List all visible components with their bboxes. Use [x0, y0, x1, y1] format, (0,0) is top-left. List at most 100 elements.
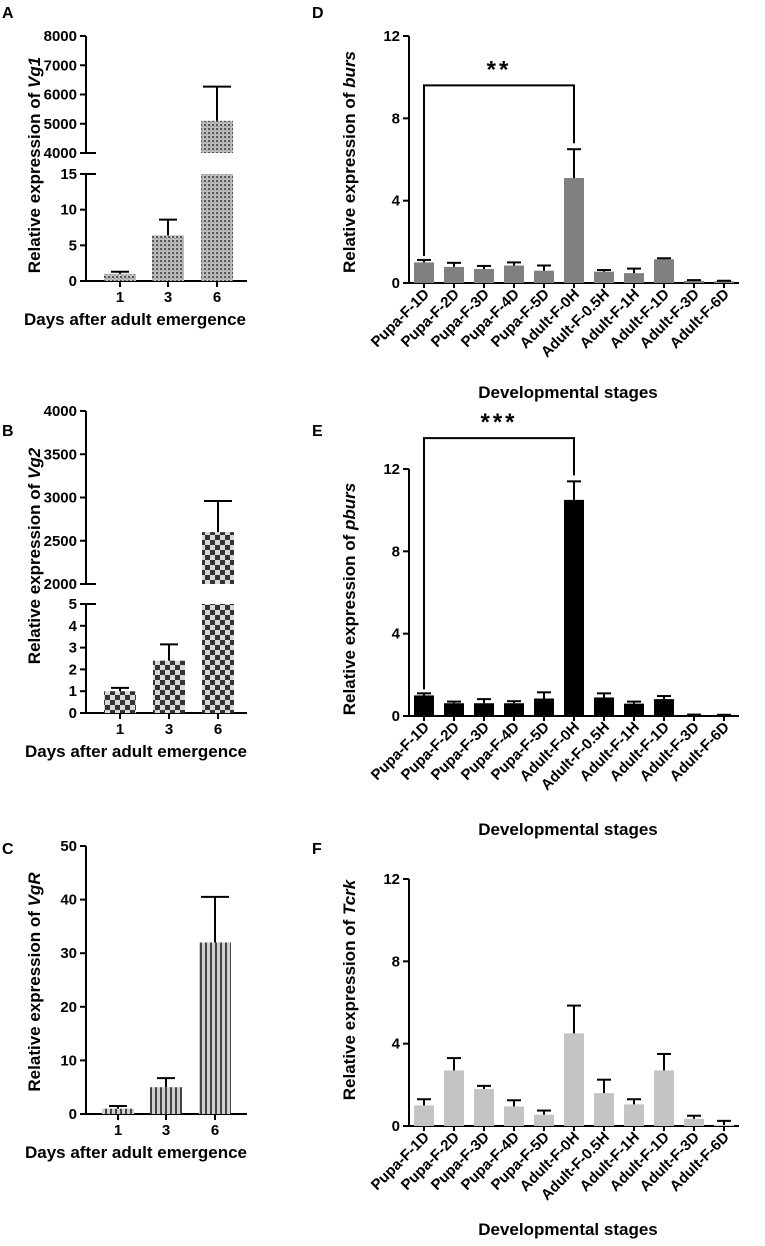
y-axis-label-prefix: Relative expression of	[25, 479, 44, 664]
y-tick-label: 10	[60, 1052, 77, 1069]
bar	[594, 697, 614, 716]
y-tick-label: 8000	[44, 28, 77, 45]
bar	[474, 1088, 494, 1126]
y-axis-label-gene: VgR	[25, 872, 44, 907]
x-axis-label: Days after adult emergence	[24, 310, 246, 329]
panel-e: E 04812Pupa-F-1DPupa-F-2DPupa-F-3DPupa-F…	[312, 409, 739, 839]
bar	[714, 281, 734, 283]
bar-lower-segment	[201, 174, 233, 281]
y-axis-label-gene: burs	[340, 51, 359, 88]
y-tick-label: 50	[60, 838, 77, 855]
bar-upper-segment	[201, 120, 233, 153]
x-tick-label: 6	[214, 721, 222, 738]
y-tick-label: 12	[383, 28, 400, 45]
y-tick-label: 15	[60, 166, 77, 183]
bar	[504, 703, 524, 716]
bar	[564, 178, 584, 283]
y-axis-label: Relative expression of Vg1	[25, 57, 44, 273]
bar-upper-segment	[202, 532, 234, 584]
y-tick-label: 4000	[44, 403, 77, 420]
bar	[564, 499, 584, 716]
panel-label-c: C	[2, 841, 14, 858]
y-axis-label-prefix: Relative expression of	[340, 915, 359, 1100]
panel-f: F 04812Pupa-F-1DPupa-F-2DPupa-F-3DPupa-F…	[312, 841, 739, 1239]
bar	[444, 1070, 464, 1126]
panel-a: A 4000 5000 6000 7000 8000 0 5 10 15 1 3 6 Days afte…	[2, 5, 247, 329]
y-tick-label: 2000	[44, 576, 77, 593]
y-tick-label: 1	[69, 683, 77, 700]
y-tick-label: 0	[392, 708, 400, 725]
panel-label-d: D	[312, 5, 324, 22]
bar	[654, 1070, 674, 1126]
panel-label-e: E	[312, 423, 323, 440]
plot-pburs: 04812Pupa-F-1DPupa-F-2DPupa-F-3DPupa-F-4…	[340, 409, 739, 839]
y-axis-label: Relative expression of Tcrk	[340, 878, 359, 1100]
y-tick-label: 5	[69, 237, 77, 254]
bar	[534, 1114, 554, 1126]
y-tick-label: 0	[69, 1106, 77, 1123]
x-tick-label: 1	[114, 1122, 122, 1139]
x-tick-label: 3	[162, 1122, 170, 1139]
y-axis-label-prefix: Relative expression of	[25, 88, 44, 273]
panel-label-f: F	[312, 841, 322, 858]
y-tick-label: 4	[392, 193, 401, 210]
y-axis-label-prefix: Relative expression of	[340, 88, 359, 273]
y-tick-label: 40	[60, 892, 77, 909]
x-tick-label: 6	[211, 1122, 219, 1139]
bar	[104, 273, 136, 281]
y-tick-label: 8	[392, 543, 400, 560]
x-tick-label: 3	[165, 721, 173, 738]
y-axis-label-prefix: Relative expression of	[340, 530, 359, 715]
y-tick-label: 7000	[44, 57, 77, 74]
panel-c: C 0 10 20 30 40 50 1 3 6 Days after adult emergen…	[2, 838, 247, 1162]
bar	[594, 1093, 614, 1126]
plot-vgr: 0 10 20 30 40 50 1 3 6 Days after adult emergence…	[25, 838, 247, 1162]
x-tick-label: 3	[164, 289, 172, 306]
y-tick-label: 2	[69, 661, 77, 678]
y-tick-label: 4	[392, 626, 401, 643]
panel-label-a: A	[2, 5, 14, 22]
y-tick-label: 0	[392, 1118, 400, 1135]
y-tick-label: 3	[69, 640, 77, 657]
bar	[102, 1108, 134, 1114]
bar	[104, 691, 136, 713]
bar-lower-segment	[202, 604, 234, 713]
bar	[564, 1033, 584, 1126]
y-tick-label: 6000	[44, 87, 77, 104]
plot-tcrk: 04812Pupa-F-1DPupa-F-2DPupa-F-3DPupa-F-4…	[340, 871, 739, 1239]
bar	[152, 235, 184, 281]
bar	[534, 698, 554, 716]
y-tick-label: 4000	[44, 145, 77, 162]
y-tick-label: 0	[69, 273, 77, 290]
y-tick-label: 8	[392, 953, 400, 970]
y-tick-label: 5	[69, 596, 77, 613]
y-tick-label: 3000	[44, 490, 77, 507]
y-tick-label: 10	[60, 202, 77, 219]
y-axis-label: Relative expression of pburs	[340, 483, 359, 715]
bar	[444, 703, 464, 716]
bar	[153, 660, 185, 713]
y-tick-label: 0	[69, 705, 77, 722]
y-axis-label-gene: Vg1	[25, 57, 44, 88]
bar	[624, 703, 644, 716]
y-tick-label: 4	[69, 618, 78, 635]
x-axis-label: Developmental stages	[478, 820, 658, 839]
bar	[414, 1105, 434, 1126]
y-axis-label: Relative expression of Vg2	[25, 447, 44, 664]
bar	[594, 271, 614, 283]
panel-label-b: B	[2, 423, 14, 440]
y-tick-label: 30	[60, 945, 77, 962]
bar	[684, 280, 704, 283]
y-tick-label: 3500	[44, 446, 77, 463]
significance-stars: **	[487, 56, 512, 83]
bar	[684, 1118, 704, 1126]
y-tick-label: 5000	[44, 116, 77, 133]
bar	[199, 942, 231, 1114]
y-axis-label-gene: Tcrk	[340, 878, 359, 915]
significance-bracket	[423, 84, 575, 256]
panel-b: B 2000 2500 3000 3500 4000 0 1 2 3 4 5 1 3 6 Days afte…	[2, 403, 247, 761]
y-axis-label: Relative expression of burs	[340, 51, 359, 273]
y-axis-label-prefix: Relative expression of	[25, 906, 44, 1091]
y-axis-label-gene: Vg2	[25, 447, 44, 479]
